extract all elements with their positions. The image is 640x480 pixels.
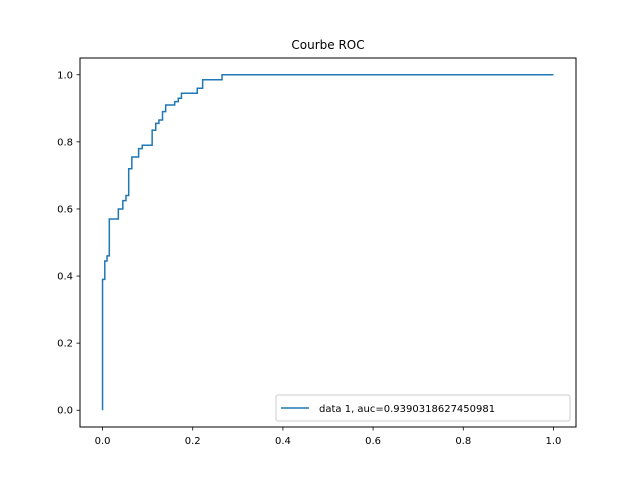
x-tick-label: 1.0 [546, 436, 562, 447]
legend: data 1, auc=0.9390318627450981 [275, 394, 571, 422]
y-tick-label: 0.2 [57, 339, 73, 350]
y-axis: 0.0 0.2 0.4 0.6 0.8 1.0 [57, 70, 80, 417]
y-tick-label: 0.8 [57, 137, 73, 148]
y-tick-label: 0.0 [57, 406, 73, 417]
x-axis: 0.0 0.2 0.4 0.6 0.8 1.0 [95, 427, 562, 447]
y-tick-label: 0.4 [57, 272, 73, 283]
chart-title: Courbe ROC [291, 38, 364, 52]
y-tick-label: 0.6 [57, 204, 73, 215]
x-tick-label: 0.4 [275, 436, 291, 447]
axes-frame [79, 57, 577, 428]
plot-area [101, 74, 554, 411]
x-tick-label: 0.8 [455, 436, 471, 447]
y-tick-label: 1.0 [57, 70, 73, 81]
x-tick-label: 0.0 [95, 436, 111, 447]
x-tick-label: 0.6 [365, 436, 381, 447]
series-line-0 [101, 74, 554, 411]
x-tick-label: 0.2 [185, 436, 201, 447]
legend-entry-label: data 1, auc=0.9390318627450981 [319, 404, 495, 415]
legend-box [275, 394, 571, 422]
